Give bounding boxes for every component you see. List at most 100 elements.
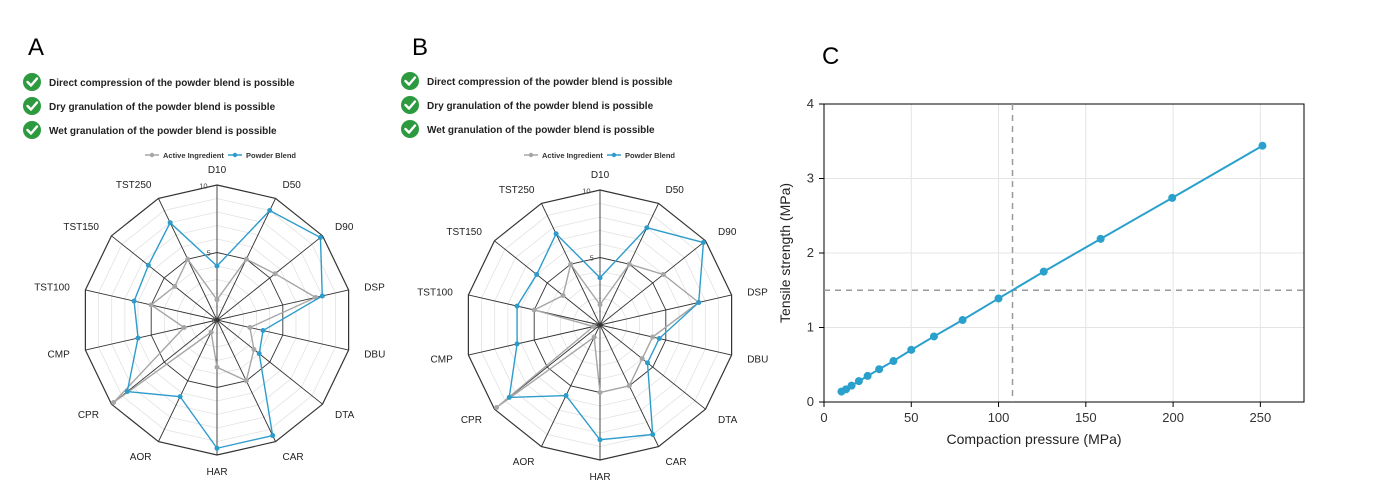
radar-point (597, 302, 603, 308)
radar-tick-labels: 0 5 10 (582, 186, 599, 330)
radar-point (531, 307, 537, 313)
radar-axis-label-dta: DTA (335, 410, 355, 421)
radar-point (243, 256, 249, 262)
radar-panel-b: B Direct compression of the powder blend … (383, 0, 783, 494)
radar-point (148, 302, 154, 308)
check-circle-icon (23, 97, 41, 115)
checkmark-icon (404, 100, 417, 110)
legend-marker (611, 152, 617, 158)
radar-axis-label-d50: D50 (666, 185, 685, 196)
data-point (994, 294, 1003, 303)
radar-point (591, 334, 597, 340)
check-circle-icon (401, 96, 419, 114)
radar-spoke (216, 289, 349, 321)
radar-point (560, 293, 566, 299)
line-chart-svg: C 0 50 100 150 200 250 0 1 2 3 4 Compaction pressure… (777, 43, 1305, 447)
radar-point (590, 324, 596, 330)
check-circle-icon (401, 72, 419, 90)
check-item-label: Dry granulation of the powder blend is p… (49, 102, 276, 113)
data-point (854, 377, 863, 386)
radar-series-active-ingredient (494, 261, 702, 410)
radar-point (208, 329, 214, 335)
check-circle-icon (23, 121, 41, 139)
data-point (863, 371, 872, 380)
radar-axis-label-d90: D90 (335, 222, 354, 233)
radar-point (626, 261, 632, 267)
y-tick-label: 2 (807, 245, 814, 260)
radar-spoke (599, 240, 706, 326)
radar-tick-label: 5 (207, 249, 211, 258)
radar-spoke (541, 324, 601, 447)
radar-point (214, 297, 220, 303)
checkmark-icon (26, 77, 39, 87)
check-item: Wet granulation of the powder blend is p… (23, 121, 277, 139)
radar-panel-a: A Direct compression of the powder blend … (0, 0, 400, 494)
radar-point (639, 356, 645, 362)
radar-point (597, 275, 603, 281)
check-item: Dry granulation of the powder blend is p… (401, 96, 654, 114)
radar-axis-label-d90: D90 (718, 227, 737, 238)
radar-point (597, 437, 603, 443)
radar-axis-labels: D10 D50 D90 DSP DBU DTA CAR HAR AOR CPR CMP TST100 T… (34, 165, 385, 478)
data-point (1039, 267, 1048, 276)
radar-point (131, 298, 137, 304)
y-tick-label: 3 (807, 171, 814, 186)
radar-grid (467, 189, 733, 461)
radar-point (272, 271, 278, 277)
legend-label: Active Ingredient (163, 151, 224, 160)
radar-svg-b: B Direct compression of the powder blend … (401, 34, 768, 483)
radar-point (319, 293, 325, 299)
radar-point (514, 303, 520, 309)
radar-axis-label-d10: D10 (591, 170, 610, 181)
radar-point (260, 328, 266, 334)
line-panel-c: C 0 50 100 150 200 250 0 1 2 3 4 Compaction pressure… (760, 0, 1383, 494)
check-circle-icon (23, 73, 41, 91)
radar-axis-label-dbu: DBU (364, 350, 385, 361)
radar-point (267, 208, 273, 214)
radar-spoke (494, 240, 601, 326)
data-point (875, 365, 884, 374)
radar-axis-label-tst100: TST100 (417, 287, 453, 298)
data-point (889, 357, 898, 366)
checkmark-icon (404, 124, 417, 134)
radar-legend: Active Ingredient Powder Blend (524, 151, 675, 160)
legend-marker (528, 152, 534, 158)
radar-spoke (216, 319, 323, 405)
radar-point (145, 262, 151, 268)
checkmark-icon (26, 101, 39, 111)
radar-point (650, 334, 656, 340)
radar-point (534, 271, 540, 277)
radar-spoke (85, 319, 218, 351)
panel-label: C (822, 43, 839, 70)
y-axis-label: Tensile strength (MPa) (777, 183, 793, 323)
reference-lines (824, 104, 1304, 402)
radar-tick-label: 0 (595, 321, 599, 330)
data-point (847, 381, 856, 390)
radar-point (568, 261, 574, 267)
radar-point (660, 271, 666, 277)
check-item: Dry granulation of the powder blend is p… (23, 97, 276, 115)
data-point (1258, 141, 1267, 150)
x-tick-label: 250 (1250, 410, 1272, 425)
radar-spoke (216, 319, 349, 351)
radar-point (553, 231, 559, 237)
checkmark-icon (26, 125, 39, 135)
radar-point (256, 351, 262, 357)
radar-axis-label-tst250: TST250 (499, 185, 535, 196)
radar-series-line (508, 226, 705, 441)
radar-tick-label: 10 (582, 186, 590, 195)
axis-ticks: 0 50 100 150 200 250 0 1 2 3 4 (807, 96, 1271, 425)
radar-tick-labels: 0 5 10 (199, 181, 216, 325)
radar-point (124, 389, 130, 395)
x-tick-label: 50 (904, 410, 918, 425)
legend-marker (149, 152, 155, 158)
radar-point (172, 283, 178, 289)
radar-point (181, 325, 187, 331)
x-tick-label: 100 (988, 410, 1010, 425)
data-point (1168, 193, 1177, 202)
radar-legend: Active Ingredient Powder Blend (145, 151, 296, 160)
radar-point (251, 346, 257, 352)
check-item-label: Wet granulation of the powder blend is p… (49, 126, 277, 137)
legend-label: Powder Blend (246, 151, 296, 160)
radar-axis-label-tst250: TST250 (116, 180, 152, 191)
